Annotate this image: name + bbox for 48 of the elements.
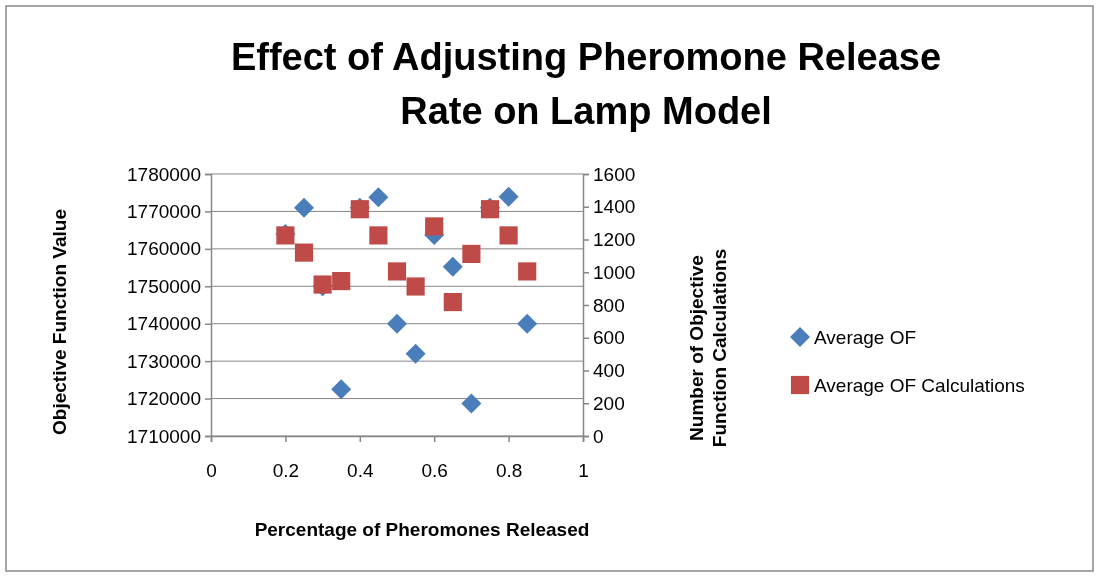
- y-tick-label: 1760000: [127, 238, 201, 260]
- x-tick-label: 0.8: [495, 460, 523, 482]
- chart-title: Effect of Adjusting Pheromone Release Rate on Lamp Model: [230, 36, 942, 132]
- point: [406, 277, 425, 296]
- y-tick-label: 1720000: [127, 388, 201, 410]
- y2-tick-label: 600: [593, 327, 625, 349]
- point: [369, 226, 388, 245]
- point: [368, 187, 389, 208]
- y2-tick-label: 400: [593, 360, 625, 382]
- x-tick-label: 0.6: [421, 460, 448, 482]
- x-tick-label: 1: [578, 460, 589, 482]
- point: [331, 379, 352, 400]
- point: [425, 217, 444, 236]
- y-axis-title: Objective Function Value: [49, 209, 70, 435]
- y-tick-label: 1740000: [127, 313, 201, 335]
- point: [294, 197, 314, 218]
- point: [405, 343, 426, 364]
- y2-tick-label: 1200: [593, 229, 636, 251]
- y2-tick-label: 0: [593, 425, 604, 447]
- point: [518, 262, 537, 281]
- y2-tick-label: 1400: [593, 196, 636, 218]
- point: [498, 186, 519, 207]
- y-tick-label: 1710000: [127, 425, 201, 447]
- x-tick-label: 0: [206, 460, 217, 482]
- legend-label: Average OF: [814, 327, 917, 348]
- y2-tick-label: 1000: [593, 261, 636, 283]
- x-tick-label: 0.2: [272, 460, 300, 482]
- point: [517, 313, 538, 334]
- x-axis-title: Percentage of Pheromones Released: [254, 519, 590, 540]
- x-tick-label: 0.4: [347, 460, 374, 482]
- y-tick-label: 1750000: [127, 275, 201, 297]
- point: [387, 262, 407, 281]
- y2-tick-label: 800: [593, 294, 625, 316]
- legend-label: Average OF Calculations: [814, 375, 1025, 396]
- point: [462, 244, 481, 263]
- y-tick-label: 1730000: [127, 350, 201, 372]
- point: [332, 272, 351, 291]
- y-tick-label: 1770000: [127, 201, 201, 223]
- y2-axis-title: Number of Objective Function Calculations: [685, 248, 730, 448]
- point: [387, 313, 407, 334]
- point: [443, 292, 462, 312]
- y-tick-label: 1780000: [127, 163, 201, 185]
- point: [294, 243, 314, 262]
- y2-tick-label: 200: [593, 392, 625, 414]
- point: [442, 256, 463, 277]
- y2-tick-label: 1600: [593, 163, 636, 185]
- point: [461, 393, 482, 414]
- point: [499, 226, 518, 245]
